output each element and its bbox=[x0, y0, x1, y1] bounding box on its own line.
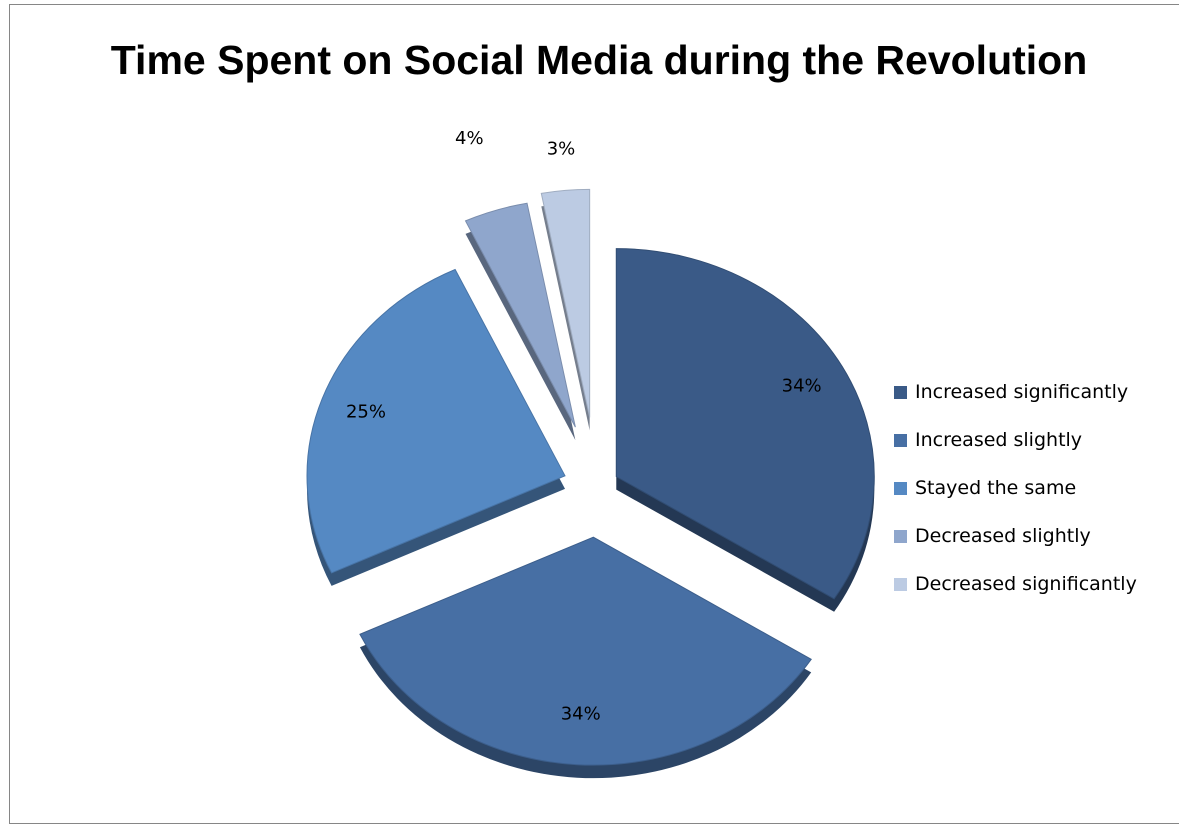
legend-item: Increased slightly bbox=[894, 416, 1137, 464]
pie-slice bbox=[615, 248, 875, 600]
legend-item: Increased significantly bbox=[894, 368, 1137, 416]
legend-label: Decreased slightly bbox=[915, 525, 1091, 547]
pie-slice bbox=[306, 268, 566, 574]
pie-data-label: 25% bbox=[346, 401, 386, 422]
legend-swatch bbox=[894, 433, 907, 447]
pie-data-label: 34% bbox=[561, 704, 601, 725]
legend-label: Increased slightly bbox=[915, 429, 1083, 451]
pie-slice bbox=[464, 202, 576, 428]
legend-item: Decreased significantly bbox=[894, 560, 1137, 608]
pie-data-label: 3% bbox=[547, 139, 576, 160]
legend-swatch bbox=[894, 385, 907, 399]
pie-slice bbox=[540, 188, 591, 418]
legend: Increased significantly Increased slight… bbox=[894, 368, 1137, 608]
legend-label: Stayed the same bbox=[915, 477, 1077, 499]
legend-swatch bbox=[894, 577, 907, 591]
legend-item: Decreased slightly bbox=[894, 512, 1137, 560]
legend-swatch bbox=[894, 481, 907, 495]
pie-slice bbox=[359, 536, 812, 766]
legend-label: Increased significantly bbox=[915, 381, 1129, 403]
legend-item: Stayed the same bbox=[894, 464, 1137, 512]
legend-label: Decreased significantly bbox=[915, 573, 1137, 595]
pie-data-label: 34% bbox=[782, 376, 822, 397]
pie-data-label: 4% bbox=[455, 128, 484, 149]
chart-title: Time Spent on Social Media during the Re… bbox=[110, 37, 1088, 83]
legend-swatch bbox=[894, 529, 907, 543]
